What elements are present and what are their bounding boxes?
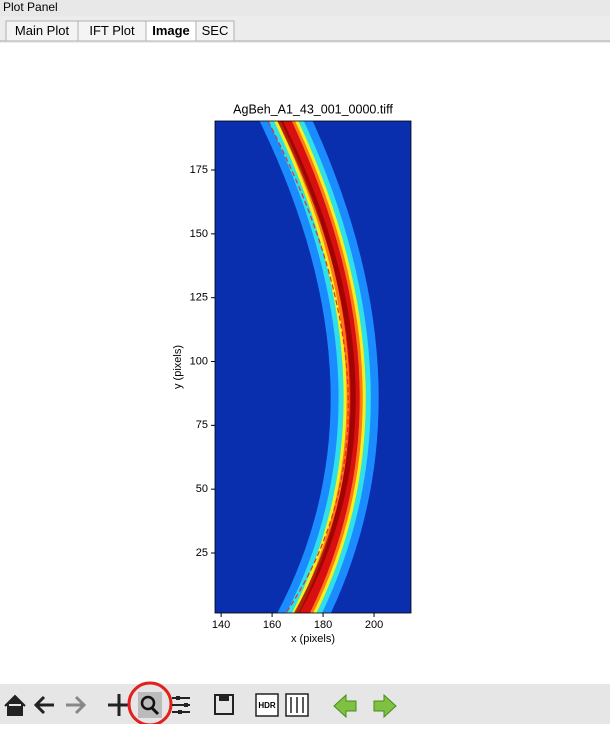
image [215, 121, 411, 613]
back-button[interactable] [33, 695, 54, 715]
y-tick-label: 175 [190, 164, 208, 176]
previous-button[interactable] [333, 693, 357, 719]
window-title: Plot Panel [3, 0, 58, 14]
x-tick-label: 140 [212, 619, 230, 631]
tab-label: Main Plot [15, 23, 70, 38]
title-bar [0, 0, 610, 16]
zoom-button[interactable] [138, 692, 162, 718]
configure-button[interactable] [172, 696, 190, 714]
tab[interactable]: Image [145, 20, 197, 42]
save-button[interactable] [214, 694, 234, 715]
tab[interactable]: SEC [195, 20, 235, 42]
ticks: 140 160 180 200 25 50 75 100 125 150 175 [190, 164, 384, 631]
axes-frame [214, 120, 412, 614]
tab-label: SEC [202, 23, 229, 38]
forward-button[interactable] [66, 695, 87, 715]
x-axis-label: x (pixels) [291, 633, 335, 645]
x-tick-label: 180 [314, 619, 332, 631]
tabs: Main Plot IFT Plot Image SEC [5, 20, 235, 42]
tab-background [195, 20, 235, 42]
y-tick-label: 75 [196, 419, 208, 431]
x-tick-label: 160 [263, 619, 281, 631]
chart-title: AgBeh_A1_43_001_0000.tiff [233, 102, 393, 116]
y-tick-label: 25 [196, 547, 208, 559]
y-tick-label: 100 [190, 355, 208, 367]
y-axis-label: y (pixels) [172, 345, 184, 389]
y-tick-label: 50 [196, 483, 208, 495]
home-button[interactable] [4, 694, 26, 716]
next-button[interactable] [373, 693, 397, 719]
hdr-label: HDR [258, 701, 276, 710]
y-tick-label: 150 [190, 228, 208, 240]
x-tick-label: 200 [365, 619, 383, 631]
hdr-button[interactable]: HDR [255, 693, 279, 717]
levels-button[interactable] [285, 693, 309, 717]
fit-ring [267, 121, 349, 613]
tab[interactable]: Main Plot [5, 20, 79, 42]
pan-button[interactable] [108, 694, 130, 716]
y-tick-label: 125 [190, 292, 208, 304]
tab-label: Image [152, 23, 190, 38]
ring-core [277, 121, 356, 613]
tab[interactable]: IFT Plot [77, 20, 147, 42]
tab-label: IFT Plot [89, 23, 135, 38]
